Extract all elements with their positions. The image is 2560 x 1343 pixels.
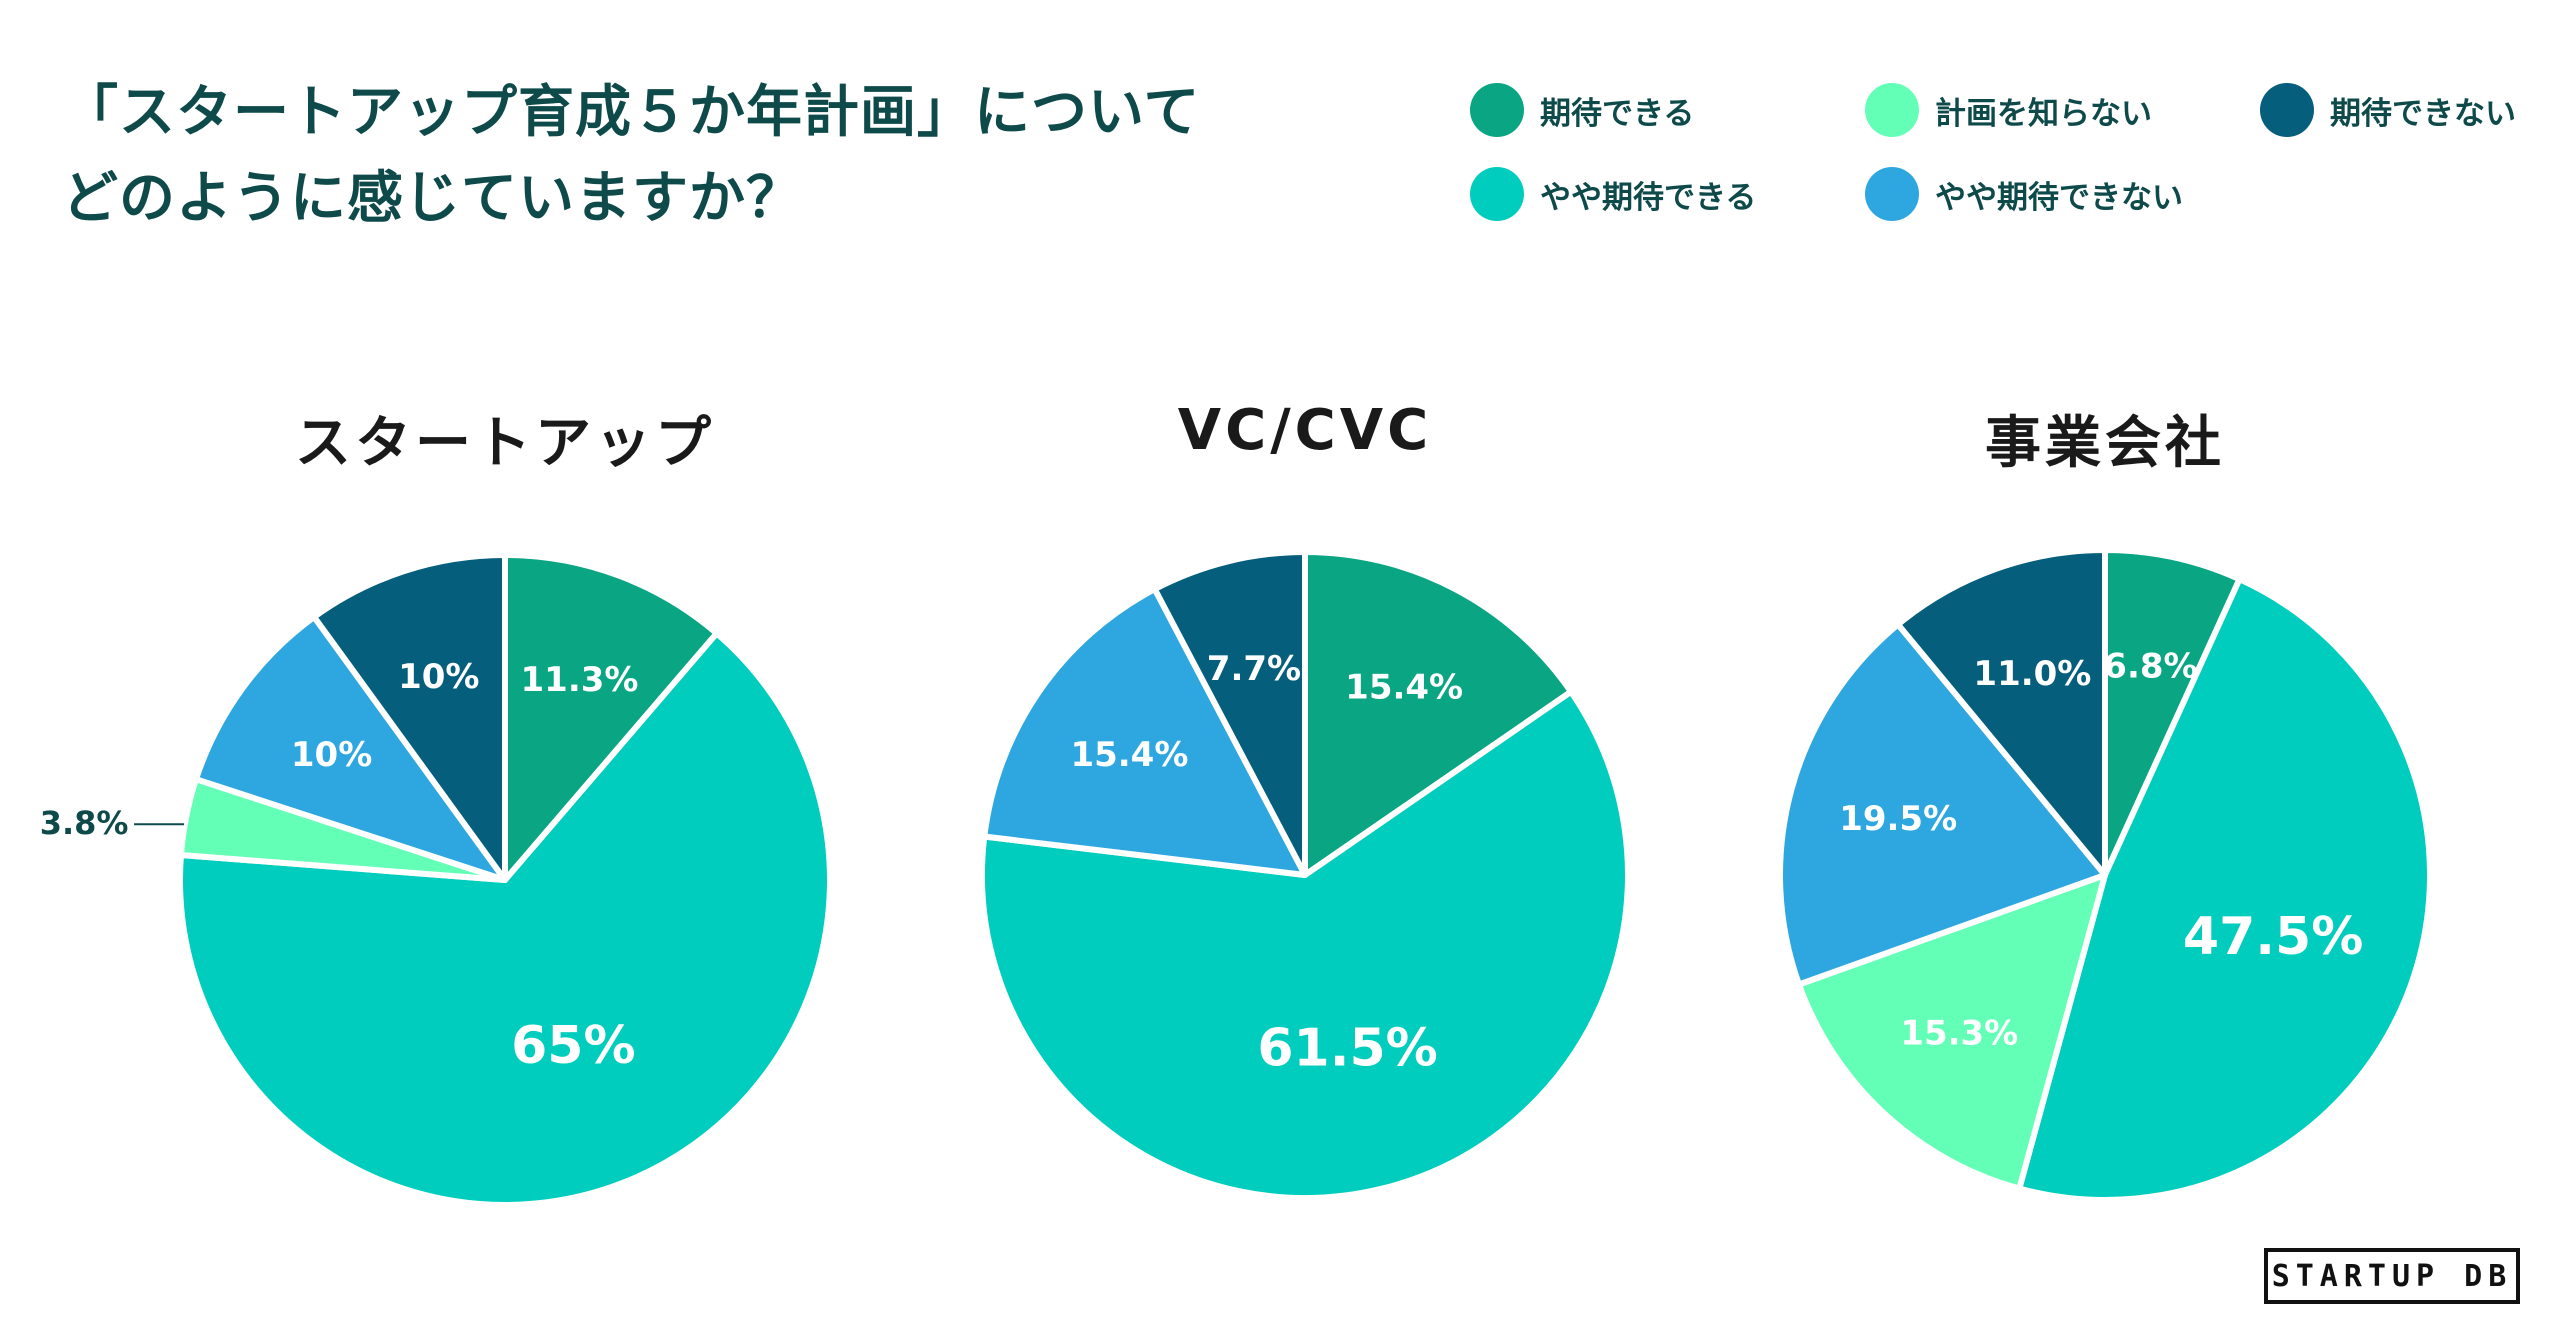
pie-title-vc-cvc: VC/CVC [1177, 398, 1433, 463]
pie-slice-2-1 [2016, 576, 2433, 1203]
pie-slice-1-0 [1302, 549, 1574, 878]
pie-data-label-1-2: 15.4% [1070, 735, 1188, 775]
pie-data-label-2-1: 47.5% [2183, 907, 2363, 967]
pie-data-label-0-3: 10% [291, 735, 372, 775]
pie-slice-0-3 [193, 613, 508, 883]
chart-heading: 「スタートアップ育成５か年計画」について どのように感じていますか？ [62, 70, 1200, 242]
pie-data-label-0-2: 3.8% [40, 804, 129, 842]
chart-heading-line-1: 「スタートアップ育成５か年計画」について [62, 80, 1201, 145]
legend-swatch [1865, 83, 1919, 137]
pie-slice-0-0 [502, 552, 720, 883]
pie-data-label-0-1: 65% [511, 1016, 635, 1076]
legend-swatch [2260, 83, 2314, 137]
legend: 期待できる 計画を知らない 期待できない やや期待できる やや期待できない [1470, 82, 2550, 222]
legend-label: やや期待できない [1935, 179, 2183, 216]
legend-label: 計画を知らない [1935, 95, 2152, 132]
pie-data-label-2-4: 11.0% [1973, 654, 2091, 694]
pie-title-startup: スタートアップ [295, 411, 715, 476]
legend-swatch [1470, 83, 1524, 137]
legend-item-not-expect: 期待できない [2260, 82, 2550, 138]
pie-slice-1-3 [1151, 549, 1308, 878]
legend-item-somewhat-expect: やや期待できる [1470, 166, 1865, 222]
pie-data-label-1-0: 15.4% [1345, 667, 1463, 707]
legend-label: やや期待できる [1540, 179, 1757, 216]
pie-data-label-2-0: 6.8% [2103, 646, 2197, 686]
legend-item-unaware: 計画を知らない [1865, 82, 2260, 138]
legend-label: 期待できない [2330, 95, 2516, 132]
startup-db-logo: STARTUP DB [2264, 1248, 2520, 1304]
pie-slice-0-1 [177, 630, 833, 1208]
pie-data-label-2-2: 15.3% [1900, 1013, 2018, 1053]
pie-slice-2-0 [2102, 547, 2243, 878]
pie-data-label-2-3: 19.5% [1839, 799, 1957, 839]
pie-slice-0-4 [311, 552, 508, 883]
pie-title-corporate: 事業会社 [1985, 411, 2225, 476]
legend-swatch [1470, 167, 1524, 221]
pie-slice-2-3 [1777, 621, 2108, 988]
pie-data-label-1-1: 61.5% [1257, 1018, 1437, 1078]
legend-item-somewhat-not-expect: やや期待できない [1865, 166, 2260, 222]
legend-swatch [1865, 167, 1919, 221]
pie-data-label-0-0: 11.3% [521, 660, 639, 700]
pie-slice-1-2 [981, 586, 1308, 878]
pie-data-label-1-3: 7.7% [1207, 649, 1301, 689]
chart-heading-line-2: どのように感じていますか？ [62, 166, 803, 231]
legend-label: 期待できる [1540, 95, 1695, 132]
pie-slice-2-2 [1796, 872, 2108, 1192]
legend-item-expect: 期待できる [1470, 82, 1865, 138]
pie-data-label-0-4: 10% [398, 657, 479, 697]
pie-slice-2-4 [1895, 547, 2108, 878]
pie-slice-1-1 [979, 688, 1631, 1201]
